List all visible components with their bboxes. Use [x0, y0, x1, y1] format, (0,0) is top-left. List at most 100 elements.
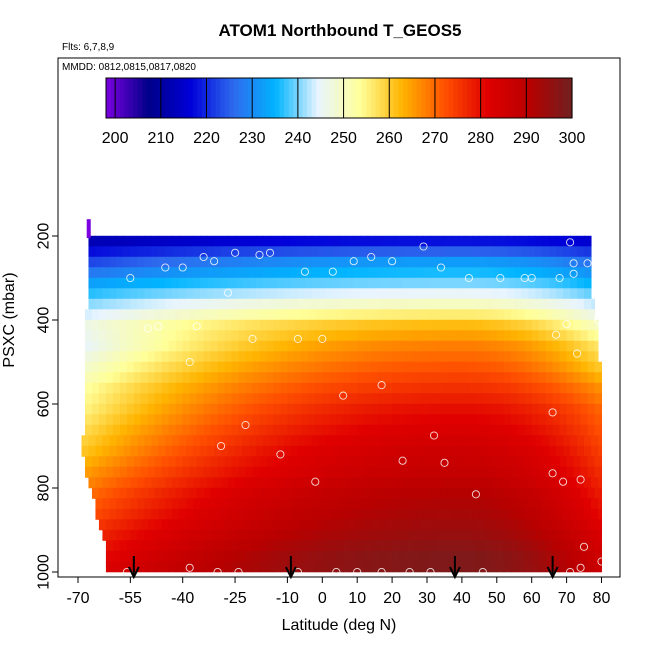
temperature-cell — [105, 540, 114, 552]
temperature-cell — [119, 340, 128, 352]
temperature-cell — [315, 319, 323, 331]
colorbar-segment — [256, 78, 262, 118]
colorbar-segment — [476, 78, 482, 118]
temperature-cell — [318, 445, 327, 457]
colorbar-segment — [489, 78, 495, 118]
temperature-cell — [283, 435, 292, 447]
temperature-cell — [427, 393, 435, 405]
temperature-cell — [454, 466, 463, 478]
x-tick-label: 0 — [318, 590, 327, 607]
temperature-cell — [552, 351, 561, 363]
temperature-cell — [406, 382, 414, 394]
temperature-cell — [276, 267, 285, 279]
temperature-cell — [392, 309, 400, 321]
observation-marker — [293, 334, 302, 343]
temperature-cell — [524, 561, 533, 573]
temperature-cell — [343, 393, 351, 405]
temperature-cell — [133, 393, 142, 405]
temperature-cell — [580, 466, 589, 478]
temperature-cell — [510, 330, 519, 342]
temperature-cell — [102, 246, 110, 258]
temperature-cell — [444, 277, 452, 289]
temperature-cell — [465, 529, 473, 541]
temperature-cell — [577, 435, 585, 447]
temperature-cell — [151, 298, 159, 310]
temperature-cell — [423, 298, 431, 310]
temperature-cell — [584, 298, 592, 310]
temperature-cell — [392, 393, 400, 405]
temperature-cell — [392, 351, 400, 363]
temperature-cell — [228, 267, 236, 279]
temperature-cell — [315, 372, 323, 384]
temperature-cell — [203, 403, 212, 415]
temperature-cell — [496, 340, 505, 352]
temperature-cell — [496, 361, 505, 373]
temperature-cell — [301, 487, 309, 499]
temperature-cell — [98, 519, 107, 531]
colorbar-segment — [361, 78, 368, 118]
temperature-cell — [144, 498, 152, 510]
temperature-cell — [175, 466, 184, 478]
temperature-cell — [105, 414, 114, 426]
temperature-cell — [392, 561, 400, 573]
temperature-cell — [489, 330, 498, 342]
temperature-cell — [224, 340, 233, 352]
temperature-cell — [322, 550, 330, 562]
temperature-cell — [154, 393, 163, 405]
temperature-cell — [416, 246, 425, 258]
temperature-cell — [283, 529, 292, 541]
temperature-cell — [563, 246, 571, 258]
colorbar-segment — [498, 78, 505, 118]
temperature-cell — [503, 309, 512, 321]
temperature-cell — [360, 445, 369, 457]
temperature-cell — [238, 466, 247, 478]
observation-marker — [548, 408, 557, 417]
temperature-cell — [420, 393, 428, 405]
temperature-cell — [255, 435, 264, 447]
temperature-cell — [231, 361, 240, 373]
temperature-cell — [472, 288, 480, 300]
temperature-cell — [503, 393, 512, 405]
temperature-cell — [493, 288, 501, 300]
temperature-cell — [524, 319, 533, 331]
temperature-cell — [364, 393, 372, 405]
temperature-cell — [343, 309, 351, 321]
temperature-cell — [235, 277, 243, 289]
observation-markers — [66, 238, 606, 577]
temperature-cell — [214, 445, 222, 457]
observation-marker — [154, 322, 163, 331]
temperature-cell — [297, 508, 306, 520]
temperature-cell — [399, 487, 407, 499]
colorbar-tick-label: 200 — [102, 130, 129, 147]
temperature-cell — [399, 340, 407, 352]
temperature-cell — [273, 456, 281, 468]
temperature-cell — [440, 403, 449, 415]
temperature-cell — [245, 340, 253, 352]
colorbar-segment — [352, 78, 358, 118]
temperature-cell — [461, 361, 470, 373]
temperature-cell — [336, 361, 344, 373]
temperature-cell — [493, 256, 501, 268]
temperature-cell — [378, 403, 386, 415]
temperature-cell — [224, 550, 233, 562]
x-tick-label: 30 — [418, 590, 436, 607]
temperature-cell — [276, 498, 285, 510]
temperature-cell — [332, 298, 341, 310]
temperature-cell — [203, 319, 212, 331]
temperature-cell — [524, 550, 533, 562]
temperature-cell — [402, 529, 411, 541]
temperature-cell — [430, 277, 438, 289]
temperature-cell — [172, 246, 180, 258]
temperature-cell — [168, 372, 177, 384]
temperature-cell — [235, 498, 243, 510]
temperature-cell — [109, 529, 117, 541]
temperature-cell — [343, 361, 351, 373]
temperature-cell — [276, 529, 285, 541]
temperature-cell — [542, 435, 550, 447]
temperature-cell — [556, 267, 564, 279]
temperature-cell — [151, 445, 159, 457]
temperature-cell — [482, 456, 491, 468]
temperature-cell — [577, 445, 585, 457]
temperature-cell — [228, 435, 236, 447]
temperature-cell — [542, 277, 550, 289]
